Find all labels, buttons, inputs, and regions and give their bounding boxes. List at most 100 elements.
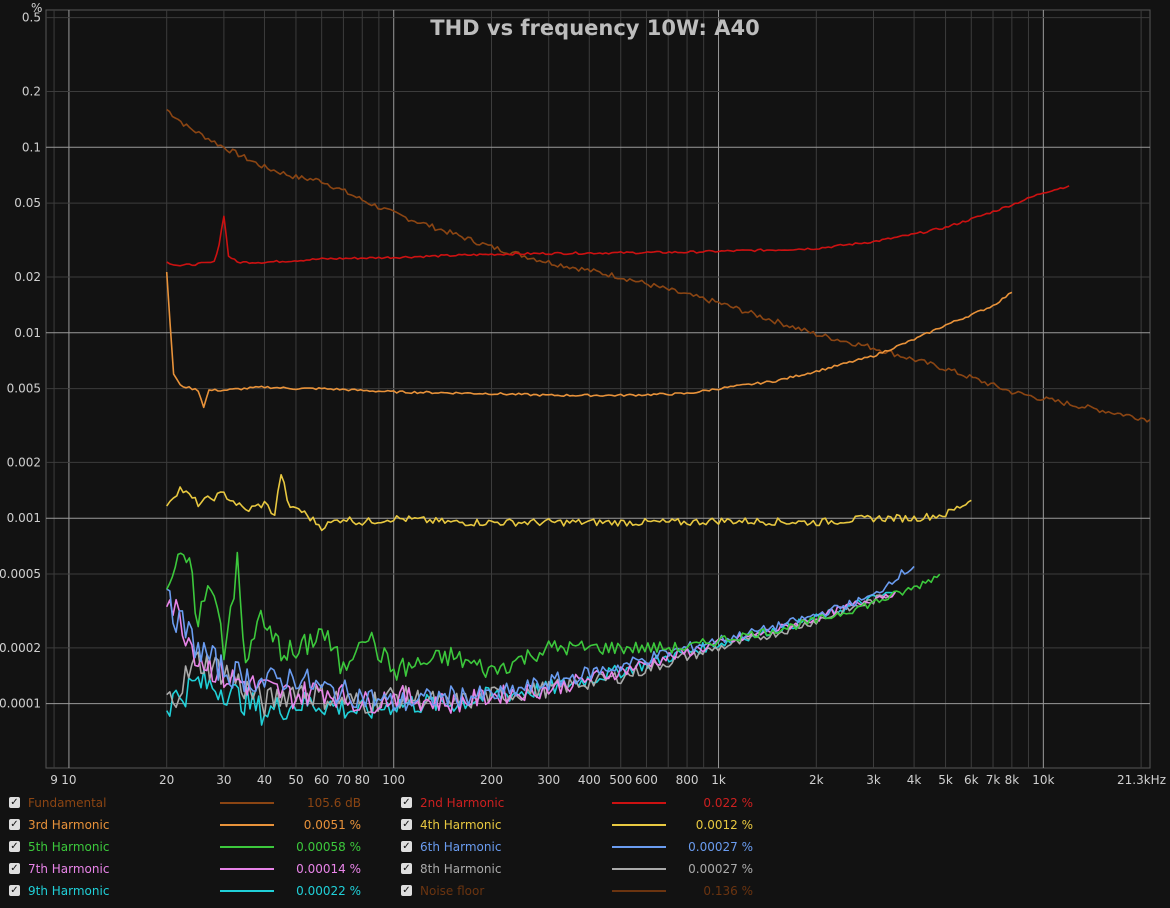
legend-label: 9th Harmonic xyxy=(28,884,110,898)
legend-item: ✓ 3rd Harmonic 0.0051 % xyxy=(0,814,392,836)
legend-checkbox[interactable]: ✓ xyxy=(9,863,20,874)
x-tick-label: 5k xyxy=(938,773,953,787)
legend-label: 4th Harmonic xyxy=(420,818,502,832)
x-tick-label: 7k xyxy=(986,773,1001,787)
legend-label: Fundamental xyxy=(28,796,107,810)
legend-checkbox[interactable]: ✓ xyxy=(401,841,412,852)
legend-value: 0.00027 % xyxy=(688,840,753,854)
legend-item: ✓ 4th Harmonic 0.0012 % xyxy=(392,814,784,836)
y-tick-label: 0.005 xyxy=(7,382,41,396)
legend-value: 0.136 % xyxy=(703,884,753,898)
chart-title: THD vs frequency 10W: A40 xyxy=(430,16,759,40)
legend-value: 0.022 % xyxy=(703,796,753,810)
x-tick-label: 6k xyxy=(964,773,979,787)
x-tick-label: 70 xyxy=(336,773,351,787)
legend-item: ✓ Fundamental 105.6 dB xyxy=(0,792,392,814)
x-tick-label: 600 xyxy=(635,773,658,787)
legend-item: ✓ 9th Harmonic 0.00022 % xyxy=(0,880,392,902)
legend-checkbox[interactable]: ✓ xyxy=(9,841,20,852)
legend-item: ✓ 6th Harmonic 0.00027 % xyxy=(392,836,784,858)
x-tick-label: 800 xyxy=(676,773,699,787)
legend-swatch xyxy=(220,802,274,804)
series-line-5th-harmonic xyxy=(165,551,941,681)
y-tick-label: 0.002 xyxy=(7,455,41,469)
y-tick-label: 0.05 xyxy=(14,196,41,210)
x-axis-ticks: 9 10 20 30 40 50 60 70 80 100 200 300 400 500 600 800 1k… xyxy=(50,773,1166,787)
series-line-9th-harmonic xyxy=(166,591,896,726)
x-tick-label: 300 xyxy=(537,773,560,787)
series-line-noise-floor xyxy=(166,108,1151,423)
series-line-6th-harmonic xyxy=(166,565,915,712)
x-tick-label: 80 xyxy=(355,773,370,787)
series-line-4th-harmonic xyxy=(166,473,972,532)
series-line-3rd-harmonic xyxy=(165,271,1013,409)
legend-value: 0.0051 % xyxy=(303,818,361,832)
legend: ✓ Fundamental 105.6 dB ✓ 2nd Harmonic 0.022 %… xyxy=(0,792,1170,902)
x-tick-label: 30 xyxy=(216,773,231,787)
legend-value: 0.00058 % xyxy=(296,840,361,854)
legend-value: 0.0012 % xyxy=(695,818,753,832)
y-tick-label: 0.01 xyxy=(14,326,41,340)
y-tick-label: 0.1 xyxy=(22,140,41,154)
x-tick-label: 400 xyxy=(578,773,601,787)
y-tick-label: 0.001 xyxy=(7,511,41,525)
legend-label: 3rd Harmonic xyxy=(28,818,110,832)
x-tick-label: 10 xyxy=(61,773,76,787)
legend-item: ✓ 7th Harmonic 0.00014 % xyxy=(0,858,392,880)
x-tick-label: 9 xyxy=(50,773,58,787)
legend-checkbox[interactable]: ✓ xyxy=(401,885,412,896)
legend-swatch xyxy=(220,824,274,826)
legend-item: ✓ 5th Harmonic 0.00058 % xyxy=(0,836,392,858)
x-tick-label: 60 xyxy=(314,773,329,787)
legend-swatch xyxy=(612,846,666,848)
legend-item: ✓ 2nd Harmonic 0.022 % xyxy=(392,792,784,814)
y-tick-label: 0.0005 xyxy=(0,567,41,581)
x-tick-label: 10k xyxy=(1032,773,1054,787)
legend-swatch xyxy=(612,890,666,892)
legend-value: 0.00027 % xyxy=(688,862,753,876)
legend-swatch xyxy=(612,802,666,804)
series-group xyxy=(165,108,1151,726)
legend-swatch xyxy=(220,846,274,848)
legend-swatch xyxy=(612,824,666,826)
legend-swatch xyxy=(220,890,274,892)
y-axis-ticks: 0.5 0.2 0.1 0.05 0.02 0.01 0.005 0.002 0.001 0.00… xyxy=(0,11,41,711)
x-tick-label: 20 xyxy=(159,773,174,787)
x-tick-label: 3k xyxy=(866,773,881,787)
legend-checkbox[interactable]: ✓ xyxy=(401,863,412,874)
x-tick-label: 1k xyxy=(711,773,726,787)
legend-swatch xyxy=(612,868,666,870)
legend-checkbox[interactable]: ✓ xyxy=(9,885,20,896)
legend-checkbox[interactable]: ✓ xyxy=(9,819,20,830)
legend-value: 0.00014 % xyxy=(296,862,361,876)
series-line-2nd-harmonic xyxy=(166,185,1070,267)
legend-label: 8th Harmonic xyxy=(420,862,502,876)
x-tick-label: 2k xyxy=(809,773,824,787)
y-tick-label: 0.02 xyxy=(14,270,41,284)
y-tick-label: 0.0002 xyxy=(0,641,41,655)
legend-checkbox[interactable]: ✓ xyxy=(9,797,20,808)
x-tick-label: 500 xyxy=(609,773,632,787)
legend-label: 7th Harmonic xyxy=(28,862,110,876)
y-tick-label: 0.5 xyxy=(22,11,41,25)
legend-swatch xyxy=(220,868,274,870)
y-tick-label: 0.0001 xyxy=(0,697,41,711)
legend-label: 6th Harmonic xyxy=(420,840,502,854)
y-tick-label: 0.2 xyxy=(22,84,41,98)
thd-chart: 9 10 20 30 40 50 60 70 80 100 200 300 400 500 600 800 1k… xyxy=(0,1,1166,787)
legend-label: 2nd Harmonic xyxy=(420,796,505,810)
legend-checkbox[interactable]: ✓ xyxy=(401,819,412,830)
y-axis-unit: % xyxy=(31,1,42,15)
legend-item: ✓ 8th Harmonic 0.00027 % xyxy=(392,858,784,880)
x-tick-label: 21.3kHz xyxy=(1117,773,1166,787)
x-tick-label: 200 xyxy=(480,773,503,787)
x-tick-label: 8k xyxy=(1005,773,1020,787)
series-line-8th-harmonic xyxy=(166,591,896,717)
x-tick-label: 4k xyxy=(907,773,922,787)
x-tick-label: 100 xyxy=(382,773,405,787)
legend-label: 5th Harmonic xyxy=(28,840,110,854)
legend-checkbox[interactable]: ✓ xyxy=(401,797,412,808)
x-tick-label: 50 xyxy=(288,773,303,787)
legend-item: ✓ Noise floor 0.136 % xyxy=(392,880,784,902)
legend-value: 105.6 dB xyxy=(306,796,361,810)
